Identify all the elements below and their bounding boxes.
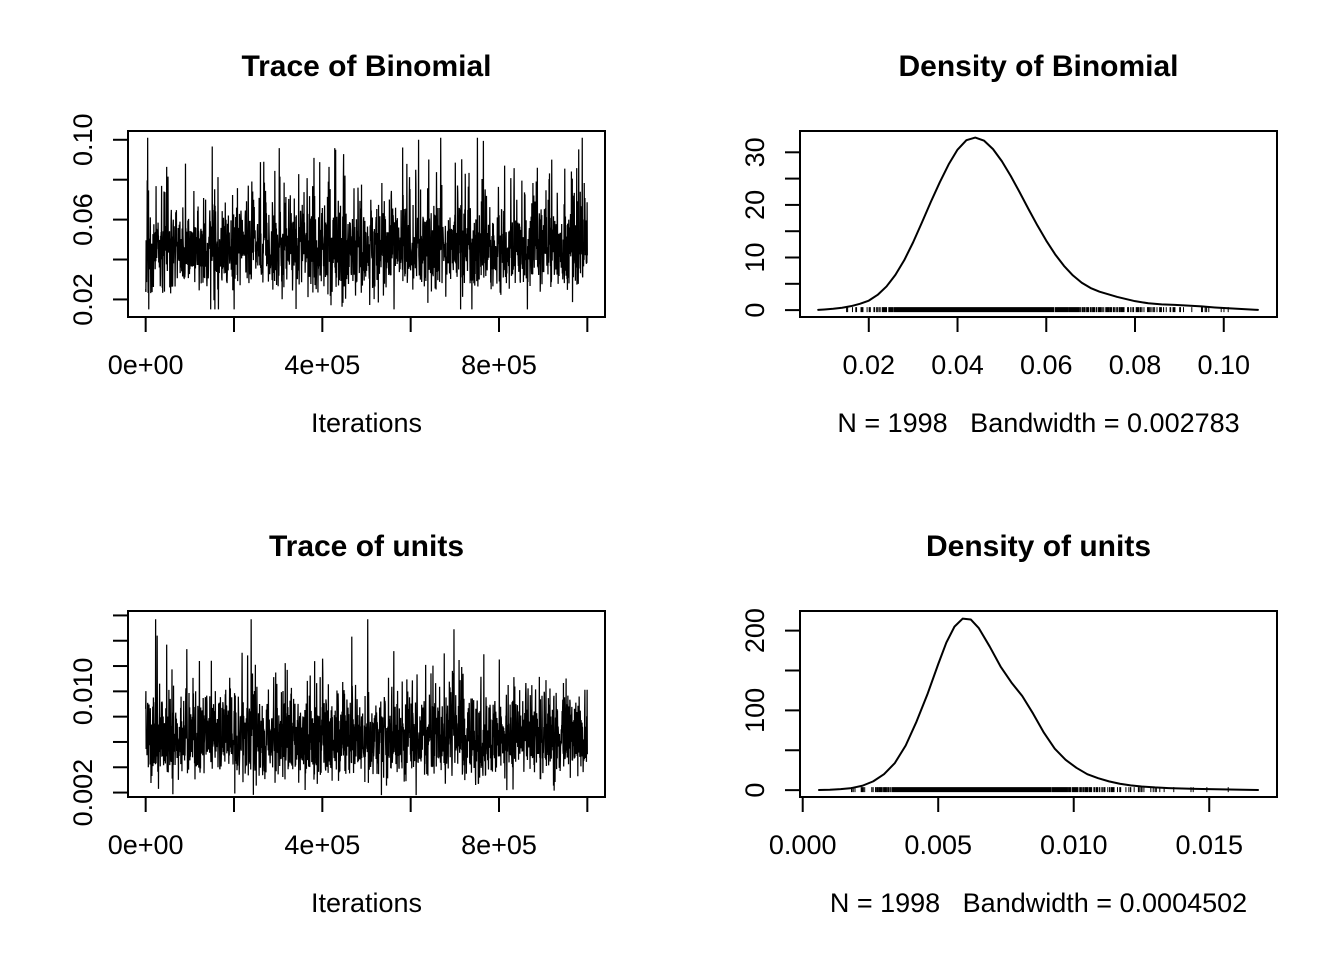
x-axis-title: Iterations	[311, 888, 422, 918]
x-axis-title: Iterations	[311, 408, 422, 438]
x-tick-label: 8e+05	[461, 830, 537, 860]
panel-trace-binomial: 0e+00 4e+05 8e+05 0.02 0.06 0.10 Trace of Bino…	[0, 0, 672, 480]
panel-title: Trace of Binomial	[241, 50, 491, 83]
x-tick-label: 0.06	[1020, 350, 1073, 380]
x-tick-label: 8e+05	[461, 350, 537, 380]
rug-ticks	[846, 307, 1229, 313]
y-tick-label: 0.06	[68, 193, 98, 246]
x-tick-label: 0.005	[904, 830, 972, 860]
y-tick-label: 30	[740, 137, 770, 167]
panel-title: Trace of units	[269, 530, 464, 563]
y-tick-label: 10	[740, 242, 770, 272]
plot-box	[127, 130, 606, 318]
x-tick-label: 0e+00	[108, 350, 184, 380]
rug-ticks	[850, 787, 1229, 793]
x-tick-label: 0.10	[1197, 350, 1250, 380]
plot-box	[799, 610, 1278, 798]
panel-density-units: 0.000 0.005 0.010 0.015 0 100 200 Density of un…	[672, 480, 1344, 960]
x-tick-label: 0.010	[1040, 830, 1108, 860]
panel-trace-units: 0e+00 4e+05 8e+05 0.002 0.010 Trace of units I…	[0, 480, 672, 960]
x-tick-label: 0.000	[769, 830, 837, 860]
y-tick-label: 0.002	[68, 759, 98, 827]
panel-title: Density of Binomial	[898, 50, 1178, 83]
density-curve	[817, 136, 1259, 311]
x-tick-label: 0.015	[1175, 830, 1243, 860]
y-tick-label: 100	[740, 688, 770, 733]
y-tick-label: 20	[740, 190, 770, 220]
density-stats-label: N = 1998 Bandwidth = 0.0004502	[830, 888, 1247, 918]
plot-box	[127, 610, 606, 798]
density-curve	[817, 617, 1260, 791]
trace-line	[145, 619, 588, 796]
panel-density-binomial: 0.02 0.04 0.06 0.08 0.10 0 10 20 30 Density of Bi…	[672, 0, 1344, 480]
y-tick-label: 0.010	[68, 658, 98, 726]
x-tick-label: 0.08	[1109, 350, 1162, 380]
panel-title: Density of units	[926, 530, 1151, 563]
y-tick-label: 0.10	[68, 113, 98, 166]
x-tick-label: 0.02	[842, 350, 895, 380]
trace-line	[145, 137, 588, 310]
x-tick-label: 4e+05	[284, 830, 360, 860]
y-tick-label: 0.02	[68, 273, 98, 326]
y-tick-label: 200	[740, 608, 770, 653]
y-tick-label: 0	[740, 783, 770, 798]
x-tick-label: 0e+00	[108, 830, 184, 860]
x-tick-label: 0.04	[931, 350, 984, 380]
plot-box	[799, 130, 1278, 318]
density-stats-label: N = 1998 Bandwidth = 0.002783	[837, 408, 1239, 438]
y-tick-label: 0	[740, 303, 770, 318]
x-tick-label: 4e+05	[284, 350, 360, 380]
